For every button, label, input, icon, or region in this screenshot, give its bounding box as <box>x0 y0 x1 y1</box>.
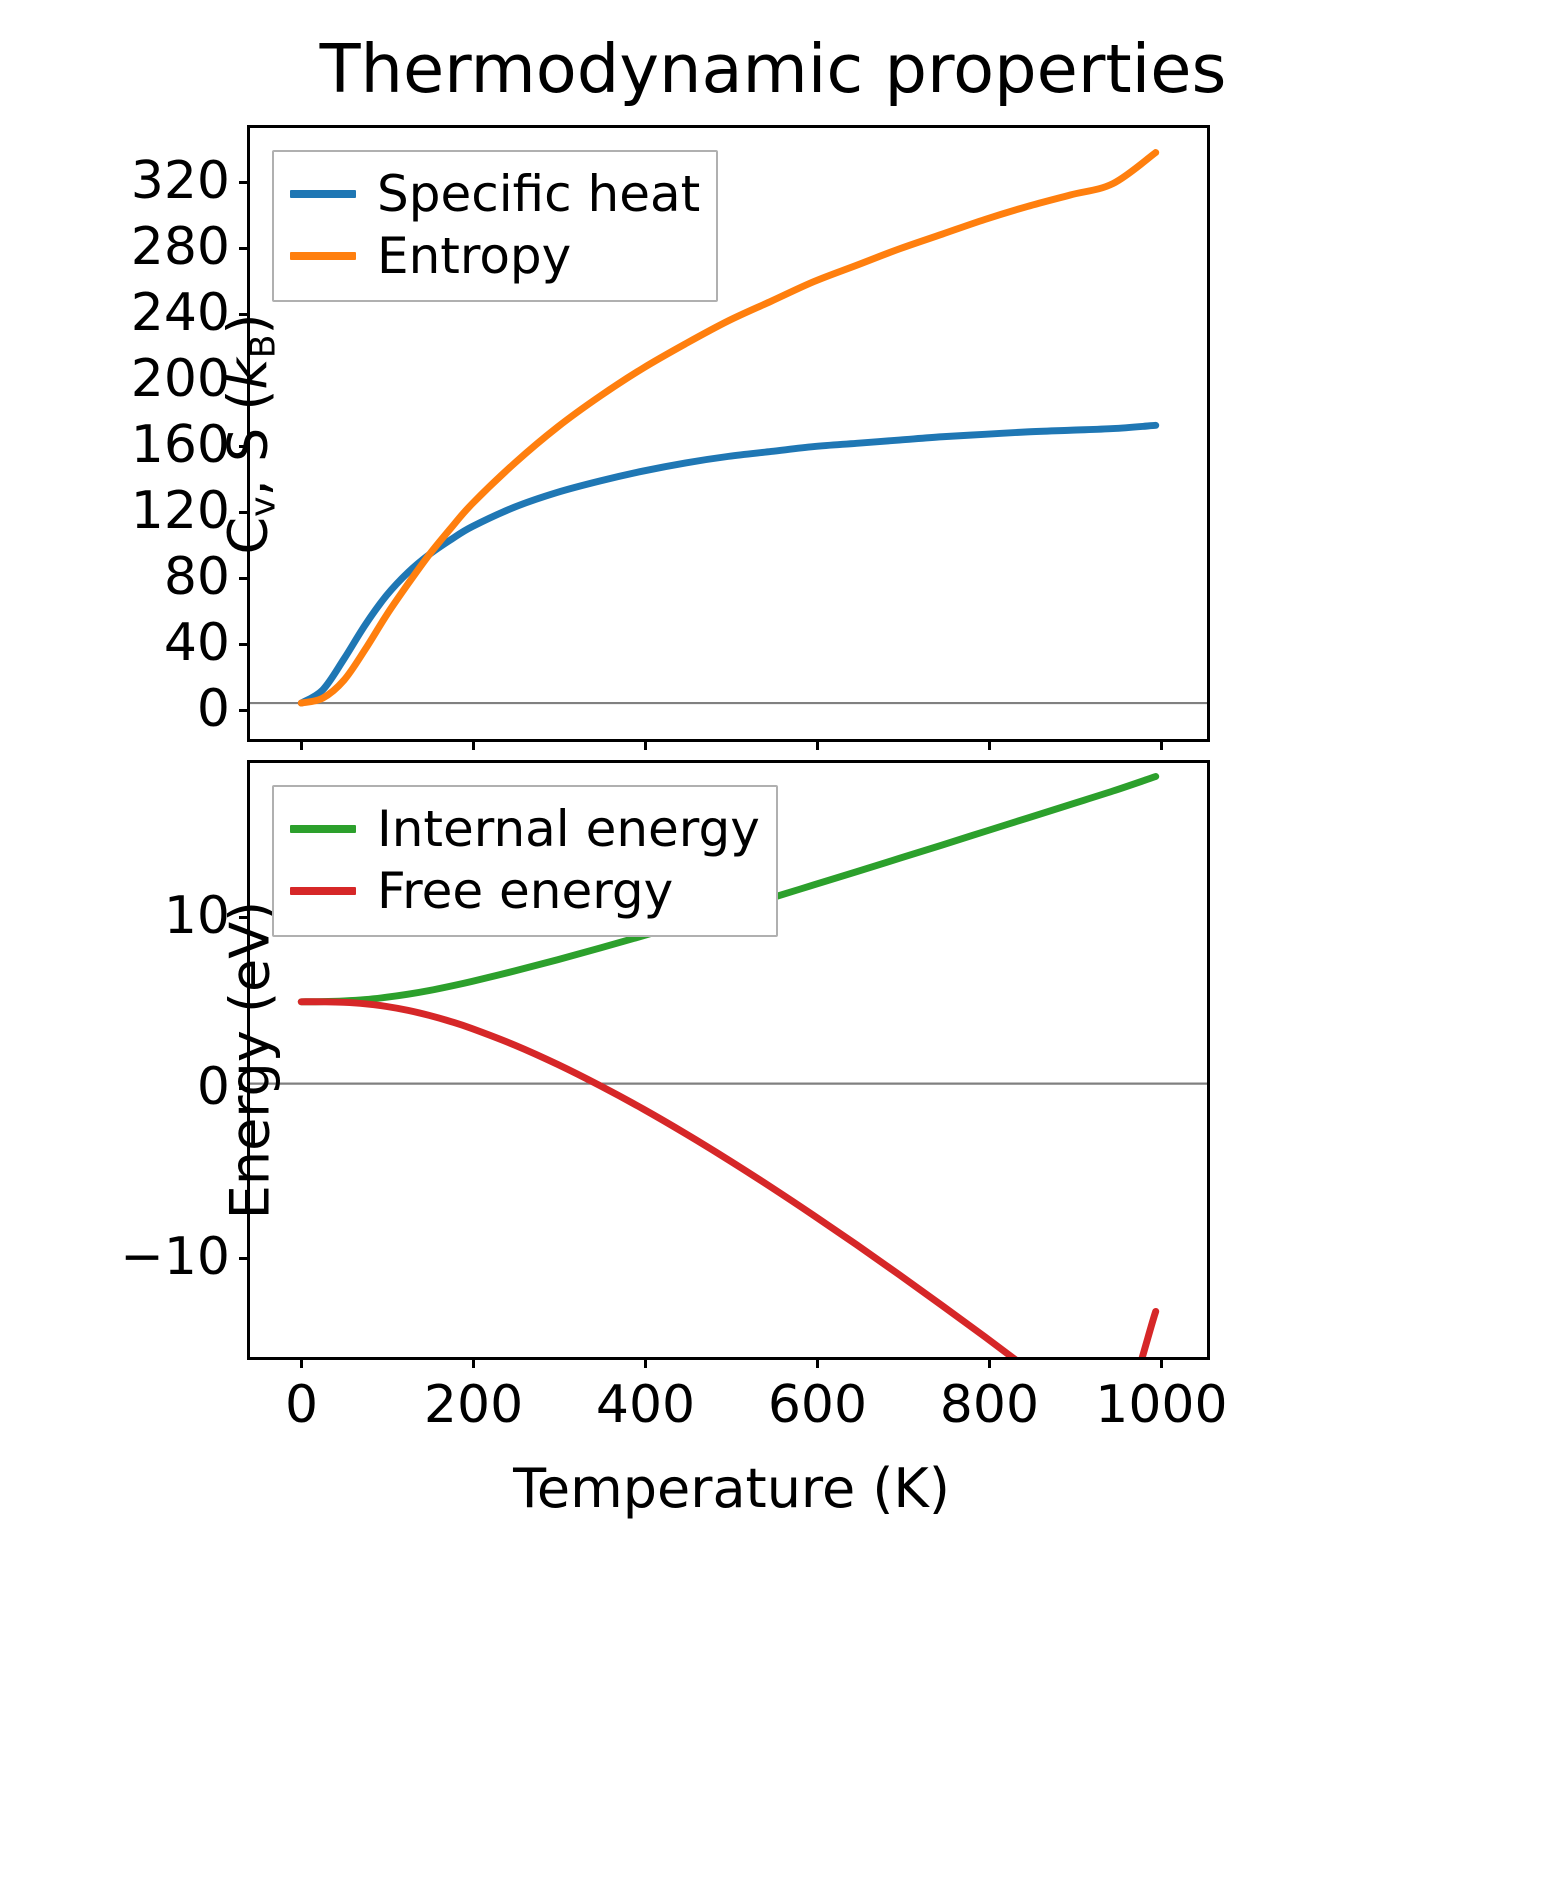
x-tick-label: 800 <box>939 1375 1040 1435</box>
y-tick-label: 240 <box>130 282 230 343</box>
legend-item[interactable]: Internal energy <box>290 798 760 860</box>
legend-swatch-specific-heat <box>290 190 356 198</box>
legend-top-panel[interactable]: Specific heat Entropy <box>272 150 719 302</box>
x-tick-label: 600 <box>767 1375 868 1435</box>
series-line-free-energy <box>297 998 1160 1357</box>
x-tick-mark <box>987 739 991 750</box>
axes-top-panel: 0 40 80 120 160 200 240 280 320 Cv, S (kB) Speci… <box>131 125 1210 750</box>
y-tick-mark <box>239 510 250 514</box>
y-tick-mark <box>239 1086 250 1090</box>
legend-swatch-entropy <box>290 252 356 260</box>
x-tick-label: 1000 <box>1095 1375 1228 1435</box>
y-tick-mark <box>239 708 250 712</box>
y-tick-label: −10 <box>120 1227 230 1288</box>
y-tick-mark <box>239 246 250 250</box>
y-tick-mark <box>239 180 250 184</box>
plot-lines-top <box>250 149 1207 707</box>
y-tick-mark <box>239 312 250 316</box>
y-tick-mark <box>239 642 250 646</box>
legend-swatch-internal-energy <box>290 825 356 833</box>
y-axis-label-bottom-text: Energy (eV) <box>218 900 282 1220</box>
figure-title: Thermodynamic properties <box>319 30 1227 108</box>
legend-bottom-panel[interactable]: Internal energy Free energy <box>272 785 778 937</box>
legend-label-entropy: Entropy <box>377 227 572 285</box>
y-tick-label: 200 <box>130 348 230 409</box>
y-tick-label: 120 <box>130 480 230 541</box>
y-tick-label: 320 <box>130 150 230 211</box>
y-tick-label: 160 <box>130 414 230 475</box>
y-tick-label: 10 <box>163 886 230 947</box>
legend-item[interactable]: Entropy <box>290 225 700 287</box>
y-tick-mark <box>239 576 250 580</box>
y-tick-label: 0 <box>196 1056 230 1117</box>
axes-bottom-panel: −10 0 10 0 200 400 600 800 1000 Energy (eV) Tem… <box>120 760 1228 1520</box>
y-tick-label: 280 <box>130 216 230 277</box>
x-tick-mark <box>644 739 648 750</box>
legend-label-internal-energy: Internal energy <box>377 800 760 858</box>
x-tick-label: 0 <box>285 1375 319 1435</box>
x-tick-label: 400 <box>595 1375 696 1435</box>
y-tick-label: 0 <box>196 678 230 739</box>
x-tick-mark <box>815 739 819 750</box>
y-tick-label: 80 <box>163 546 230 607</box>
x-tick-mark <box>300 1357 304 1368</box>
legend-label-specific-heat: Specific heat <box>377 165 701 223</box>
legend-item[interactable]: Free energy <box>290 860 760 922</box>
y-tick-label: 40 <box>163 612 230 673</box>
y-tick-mark <box>239 916 250 920</box>
x-tick-mark <box>987 1357 991 1368</box>
legend-item[interactable]: Specific heat <box>290 163 700 225</box>
x-tick-mark <box>472 1357 476 1368</box>
series-line-entropy <box>297 149 1160 707</box>
x-tick-mark <box>472 739 476 750</box>
y-tick-mark <box>239 444 250 448</box>
x-tick-label: 200 <box>423 1375 524 1435</box>
x-tick-mark <box>815 1357 819 1368</box>
x-tick-mark <box>644 1357 648 1368</box>
series-line-specific-heat <box>297 421 1160 707</box>
y-tick-mark <box>239 378 250 382</box>
y-axis-label-top-text: Cv, S (kB) <box>216 312 284 555</box>
legend-label-free-energy: Free energy <box>377 862 674 920</box>
x-axis-label: Temperature (K) <box>513 1457 950 1520</box>
y-tick-mark <box>239 1257 250 1261</box>
legend-swatch-free-energy <box>290 887 356 895</box>
x-tick-mark <box>1159 739 1163 750</box>
x-tick-mark <box>300 739 304 750</box>
plot-area-top <box>250 128 1207 739</box>
x-tick-mark <box>1159 1357 1163 1368</box>
